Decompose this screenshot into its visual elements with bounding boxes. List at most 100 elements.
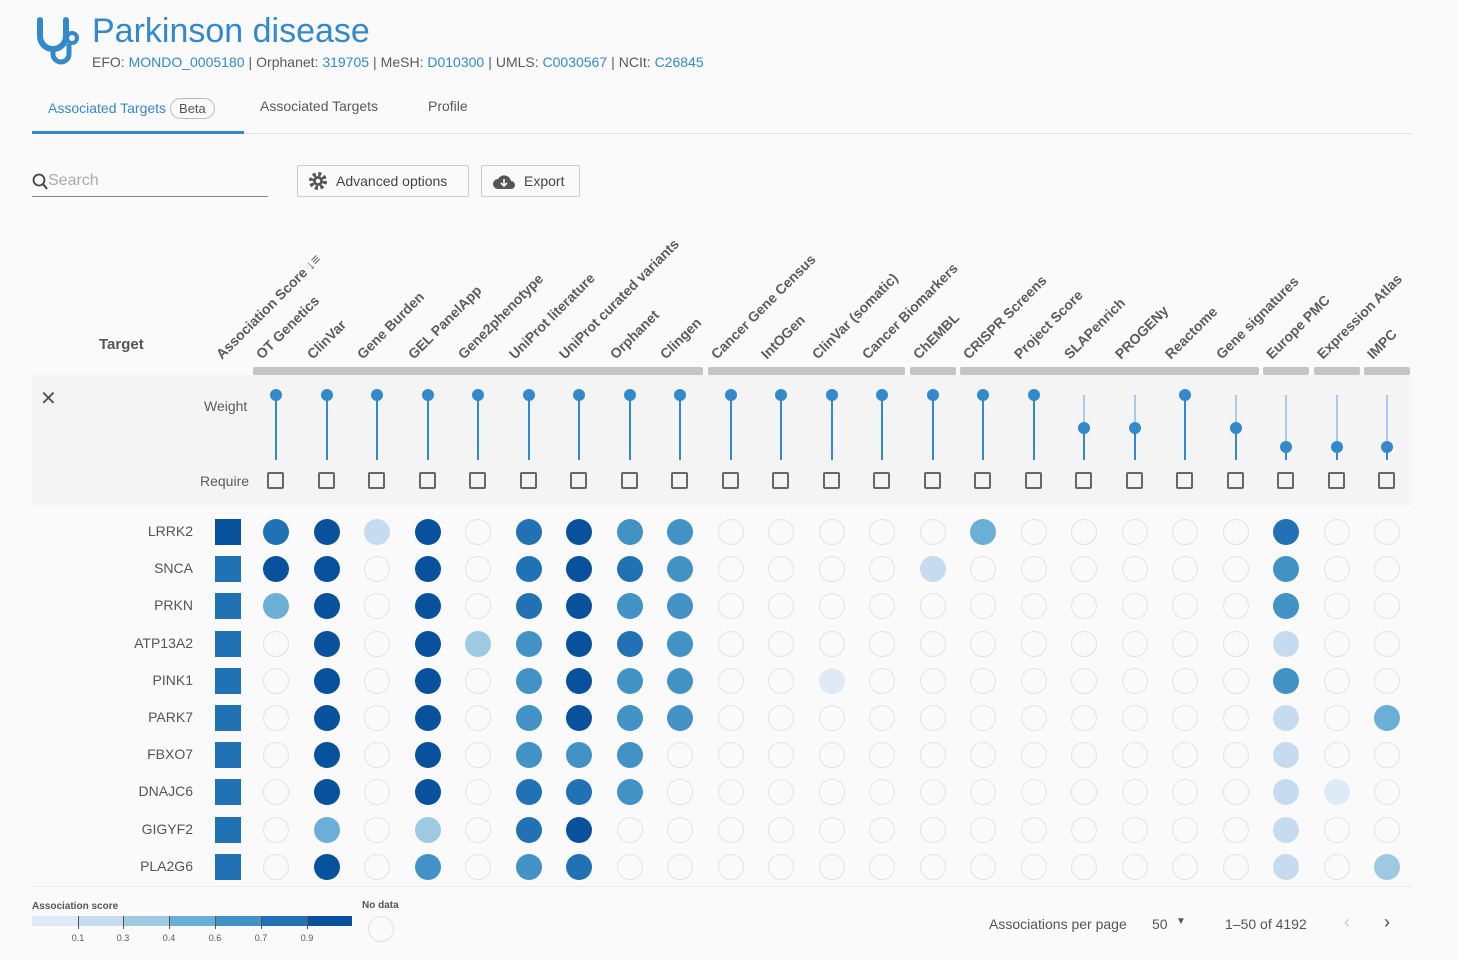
weight-slider-handle[interactable] bbox=[977, 389, 989, 401]
evidence-cell[interactable] bbox=[869, 705, 895, 731]
evidence-cell[interactable] bbox=[1273, 705, 1299, 731]
evidence-cell[interactable] bbox=[1071, 519, 1097, 545]
column-header-orphanet[interactable]: Orphanet bbox=[606, 306, 662, 362]
identifier-link[interactable]: C26845 bbox=[654, 54, 704, 70]
evidence-cell[interactable] bbox=[1071, 667, 1097, 694]
evidence-cell[interactable] bbox=[1071, 779, 1097, 806]
evidence-cell[interactable] bbox=[1374, 853, 1400, 880]
tab-profile[interactable]: Profile bbox=[428, 98, 468, 114]
evidence-cell[interactable] bbox=[1121, 779, 1148, 806]
evidence-cell[interactable] bbox=[616, 853, 643, 880]
evidence-cell[interactable] bbox=[616, 742, 643, 769]
evidence-cell[interactable] bbox=[1323, 630, 1350, 657]
evidence-cell[interactable] bbox=[465, 556, 491, 583]
weight-slider-handle[interactable] bbox=[1179, 389, 1191, 401]
evidence-cell[interactable] bbox=[919, 742, 946, 769]
evidence-cell[interactable] bbox=[970, 519, 996, 545]
evidence-cell[interactable] bbox=[818, 556, 845, 583]
evidence-cell[interactable] bbox=[818, 853, 845, 880]
require-checkbox-orphanet[interactable] bbox=[620, 472, 638, 489]
tab-associated-targets-beta[interactable]: Associated Targets Beta bbox=[48, 98, 215, 119]
evidence-cell[interactable] bbox=[616, 519, 643, 545]
weight-slider-handle[interactable] bbox=[1078, 421, 1090, 434]
evidence-cell[interactable] bbox=[364, 630, 390, 657]
require-checkbox-clinvar[interactable] bbox=[317, 472, 335, 489]
evidence-cell[interactable] bbox=[919, 519, 946, 545]
evidence-cell[interactable] bbox=[970, 705, 996, 731]
advanced-options-button[interactable]: Advanced options bbox=[297, 165, 469, 197]
identifier-link[interactable]: C0030567 bbox=[542, 54, 608, 70]
require-checkbox-clingen[interactable] bbox=[671, 472, 688, 489]
evidence-cell[interactable] bbox=[1071, 705, 1097, 731]
evidence-cell[interactable] bbox=[364, 556, 390, 583]
evidence-cell[interactable] bbox=[919, 779, 946, 806]
require-checkbox-crispr-screens[interactable] bbox=[974, 472, 991, 489]
evidence-cell[interactable] bbox=[1172, 853, 1198, 880]
weight-slider-handle[interactable] bbox=[1128, 421, 1141, 434]
column-header-gene-signatures[interactable]: Gene signatures bbox=[1212, 273, 1302, 362]
evidence-cell[interactable] bbox=[919, 630, 946, 657]
evidence-cell[interactable] bbox=[566, 816, 592, 843]
evidence-cell[interactable] bbox=[263, 519, 289, 545]
weight-slider-handle[interactable] bbox=[926, 389, 939, 401]
evidence-cell[interactable] bbox=[515, 742, 542, 769]
evidence-cell[interactable] bbox=[717, 853, 744, 880]
evidence-cell[interactable] bbox=[1273, 667, 1299, 694]
target-name-pink1[interactable]: PINK1 bbox=[152, 671, 193, 688]
evidence-cell[interactable] bbox=[818, 519, 845, 545]
target-name-pla2g6[interactable]: PLA2G6 bbox=[140, 857, 193, 874]
require-checkbox-clinvar-somatic[interactable] bbox=[822, 472, 840, 489]
evidence-cell[interactable] bbox=[869, 630, 895, 657]
evidence-cell[interactable] bbox=[768, 667, 794, 694]
require-checkbox-gene-burden[interactable] bbox=[368, 472, 385, 489]
weight-slider-handle[interactable] bbox=[775, 389, 787, 401]
evidence-cell[interactable] bbox=[1121, 630, 1148, 657]
evidence-cell[interactable] bbox=[1374, 667, 1400, 694]
evidence-cell[interactable] bbox=[1273, 779, 1299, 806]
evidence-cell[interactable] bbox=[1071, 853, 1097, 880]
evidence-cell[interactable] bbox=[1374, 630, 1400, 657]
evidence-cell[interactable] bbox=[667, 853, 693, 880]
evidence-cell[interactable] bbox=[667, 667, 693, 694]
require-checkbox-europe-pmc[interactable] bbox=[1277, 472, 1294, 489]
require-checkbox-gene-signatures[interactable] bbox=[1226, 472, 1244, 489]
association-score-cell[interactable] bbox=[215, 742, 241, 769]
evidence-cell[interactable] bbox=[818, 779, 845, 806]
evidence-cell[interactable] bbox=[970, 593, 996, 620]
evidence-cell[interactable] bbox=[465, 630, 491, 657]
evidence-cell[interactable] bbox=[1323, 779, 1350, 806]
weight-slider-handle[interactable] bbox=[1229, 421, 1242, 434]
target-name-lrrk2[interactable]: LRRK2 bbox=[147, 523, 193, 539]
evidence-cell[interactable] bbox=[1121, 853, 1148, 880]
evidence-cell[interactable] bbox=[313, 742, 340, 769]
identifier-link[interactable]: MONDO_0005180 bbox=[128, 54, 245, 70]
evidence-cell[interactable] bbox=[364, 519, 390, 545]
evidence-cell[interactable] bbox=[263, 556, 289, 583]
evidence-cell[interactable] bbox=[970, 853, 996, 880]
evidence-cell[interactable] bbox=[1020, 667, 1047, 694]
evidence-cell[interactable] bbox=[1121, 816, 1148, 843]
evidence-cell[interactable] bbox=[263, 742, 289, 769]
evidence-cell[interactable] bbox=[566, 742, 592, 769]
association-score-cell[interactable] bbox=[215, 779, 241, 806]
weight-slider-handle[interactable] bbox=[876, 389, 888, 401]
evidence-cell[interactable] bbox=[717, 630, 744, 657]
evidence-cell[interactable] bbox=[313, 519, 340, 545]
tab-associated-targets[interactable]: Associated Targets bbox=[260, 98, 379, 114]
association-score-cell[interactable] bbox=[215, 519, 241, 545]
identifier-link[interactable]: 319705 bbox=[322, 54, 370, 70]
column-header-crispr-screens[interactable]: CRISPR Screens bbox=[959, 271, 1050, 362]
evidence-cell[interactable] bbox=[1222, 742, 1249, 769]
caret-down-icon[interactable]: ▼ bbox=[1176, 916, 1186, 927]
target-name-gigyf2[interactable]: GIGYF2 bbox=[141, 820, 193, 837]
weight-slider-handle[interactable] bbox=[320, 389, 333, 401]
evidence-cell[interactable] bbox=[465, 853, 491, 880]
target-name-snca[interactable]: SNCA bbox=[154, 560, 193, 577]
evidence-cell[interactable] bbox=[1323, 593, 1350, 620]
export-button[interactable]: Export bbox=[481, 165, 580, 197]
association-score-cell[interactable] bbox=[215, 667, 241, 694]
evidence-cell[interactable] bbox=[717, 705, 744, 731]
evidence-cell[interactable] bbox=[616, 816, 643, 843]
evidence-cell[interactable] bbox=[768, 779, 794, 806]
search-input[interactable]: Search bbox=[32, 168, 268, 197]
